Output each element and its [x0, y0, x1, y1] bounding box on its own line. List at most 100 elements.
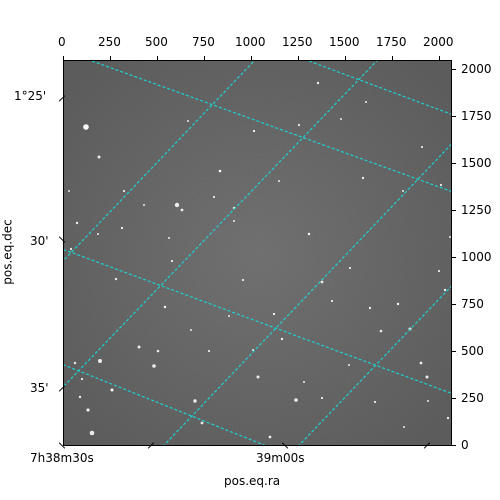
right-axis-tick [452, 257, 456, 258]
star-point [69, 247, 73, 251]
right-axis-tick [452, 398, 456, 399]
grid-line [64, 249, 451, 394]
star-point [272, 312, 276, 316]
right-axis-tick [452, 69, 456, 70]
star-point [98, 359, 102, 363]
grid-line [64, 61, 378, 387]
grid-line [163, 143, 451, 445]
right-tick-label: 1750 [461, 109, 492, 123]
bottom-tick-label: 39m00s [256, 451, 305, 465]
top-axis-tick [392, 56, 393, 60]
star-point [280, 337, 284, 341]
star-point [297, 123, 301, 127]
star-point [163, 305, 167, 309]
star-point [193, 399, 197, 403]
image-plot [64, 61, 451, 445]
star-point [110, 388, 114, 392]
star-point [421, 146, 423, 148]
star-point [228, 315, 230, 317]
star-point [446, 416, 450, 420]
right-tick-label: 1000 [461, 250, 492, 264]
grid-line [64, 364, 266, 445]
left-tick-label: 35' [30, 381, 49, 395]
star-point [348, 266, 352, 270]
right-axis-tick [452, 445, 456, 446]
star-point [168, 237, 170, 239]
right-tick-label: 1250 [461, 203, 492, 217]
star-point [419, 361, 423, 365]
star-point [97, 233, 99, 235]
star-point [114, 277, 118, 281]
grid-line [298, 285, 451, 445]
star-point [120, 226, 124, 230]
star-point [156, 349, 160, 353]
star-point [97, 155, 101, 159]
star-point [207, 349, 211, 353]
right-tick-label: 500 [461, 344, 484, 358]
left-tick-label: 1°25' [14, 89, 47, 103]
right-axis-tick [452, 351, 456, 352]
star-point [449, 236, 451, 238]
star-point [89, 430, 95, 436]
star-point [212, 195, 216, 199]
right-tick-label: 0 [461, 438, 469, 452]
star-point [320, 280, 324, 284]
left-tick-label: 30' [30, 234, 49, 248]
star-point [180, 208, 184, 212]
star-point [256, 375, 260, 379]
star-point [86, 408, 90, 412]
grid-line [64, 61, 255, 261]
star-point [278, 180, 280, 182]
right-tick-label: 250 [461, 391, 484, 405]
top-axis-tick [345, 56, 346, 60]
star-point [122, 189, 126, 193]
top-tick-label: 2000 [423, 35, 454, 49]
image-vignette [64, 61, 451, 445]
right-tick-label: 750 [461, 297, 484, 311]
top-axis-tick [110, 56, 111, 60]
star-point [443, 288, 447, 292]
star-point [78, 395, 82, 399]
star-point [233, 220, 235, 222]
star-point [241, 278, 245, 282]
plot-area [63, 60, 452, 446]
top-tick-label: 1500 [329, 35, 360, 49]
star-point [294, 398, 298, 402]
top-axis-tick [251, 56, 252, 60]
star-point [373, 400, 377, 404]
star-point [365, 101, 367, 103]
x-axis-title: pos.eq.ra [224, 474, 281, 488]
star-point [361, 176, 365, 180]
top-axis-tick [439, 56, 440, 60]
top-axis-tick [157, 56, 158, 60]
star-field [68, 81, 451, 439]
star-point [439, 183, 443, 187]
star-point [174, 202, 180, 208]
star-point [268, 435, 272, 439]
right-axis-tick [452, 210, 456, 211]
grid-line [308, 61, 451, 115]
star-point [190, 329, 192, 331]
star-point [83, 124, 89, 130]
right-axis-tick [452, 304, 456, 305]
bottom-tick-label: 7h38m30s [30, 451, 94, 465]
coordinate-grid [64, 61, 451, 445]
star-point [402, 190, 404, 192]
star-point [425, 375, 429, 379]
star-point [427, 400, 429, 402]
star-point [348, 364, 350, 366]
right-tick-label: 1500 [461, 156, 492, 170]
star-point [187, 120, 189, 122]
star-point [396, 302, 400, 306]
right-axis-tick [452, 163, 456, 164]
star-point [200, 421, 204, 425]
top-tick-label: 1250 [282, 35, 313, 49]
star-point [152, 364, 156, 368]
star-point [73, 361, 77, 365]
right-tick-label: 2000 [461, 62, 492, 76]
star-point [330, 299, 334, 303]
top-tick-label: 0 [58, 35, 66, 49]
star-point [252, 349, 254, 351]
star-point [437, 269, 441, 273]
